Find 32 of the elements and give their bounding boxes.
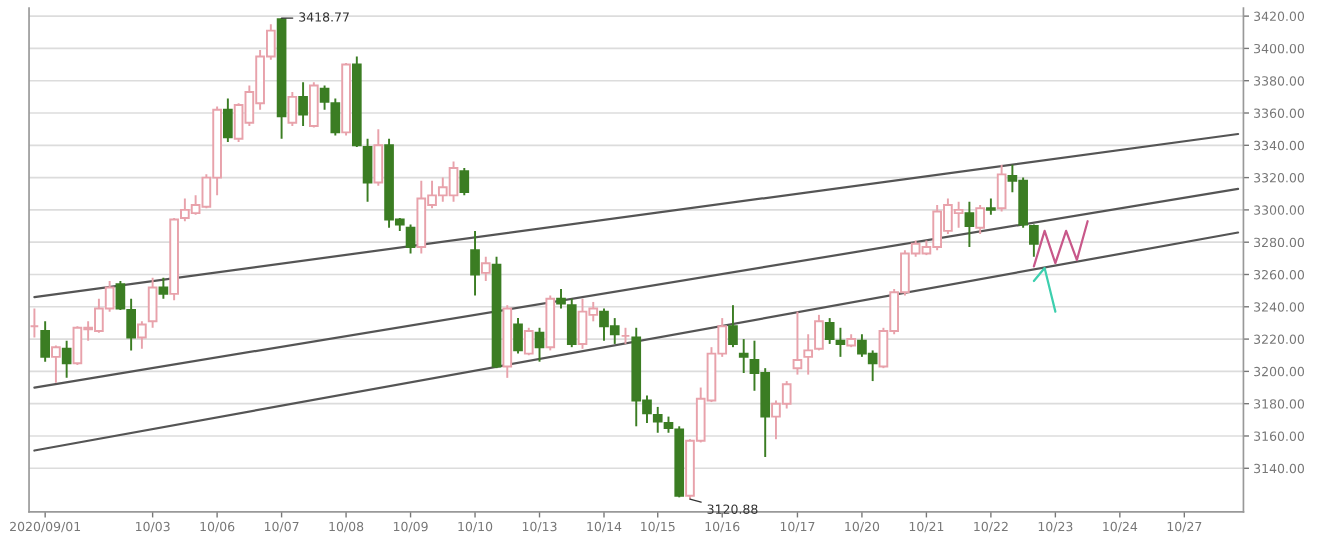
candlestick xyxy=(975,204,985,236)
candlestick xyxy=(470,229,480,297)
candlestick xyxy=(126,297,136,352)
candlestick xyxy=(158,276,169,300)
candlestick xyxy=(40,320,50,363)
candlestick xyxy=(792,310,803,376)
candlestick xyxy=(115,279,126,311)
candlestick xyxy=(964,200,975,249)
candlestick xyxy=(61,339,72,379)
candlestick xyxy=(405,223,416,255)
candlestick xyxy=(51,344,61,384)
candlestick xyxy=(362,137,373,203)
candlestick xyxy=(298,81,308,127)
candlestick xyxy=(137,320,147,350)
candlestick xyxy=(308,81,319,129)
candlestick xyxy=(513,317,523,355)
candlestick xyxy=(534,326,545,363)
candlestick xyxy=(523,326,534,357)
candlestick xyxy=(287,91,298,127)
candlestick xyxy=(373,128,384,187)
candlestick xyxy=(996,163,1007,213)
candlestick xyxy=(459,166,470,197)
candlestick xyxy=(835,326,846,358)
candlestick xyxy=(728,304,738,349)
candlestick xyxy=(824,317,835,345)
candlestick xyxy=(1029,223,1039,258)
line-series xyxy=(1032,220,1089,268)
candlestick xyxy=(738,338,749,374)
candlestick xyxy=(223,97,233,144)
candlestick xyxy=(147,276,158,329)
candlestick xyxy=(652,405,663,434)
candlestick xyxy=(480,255,491,282)
